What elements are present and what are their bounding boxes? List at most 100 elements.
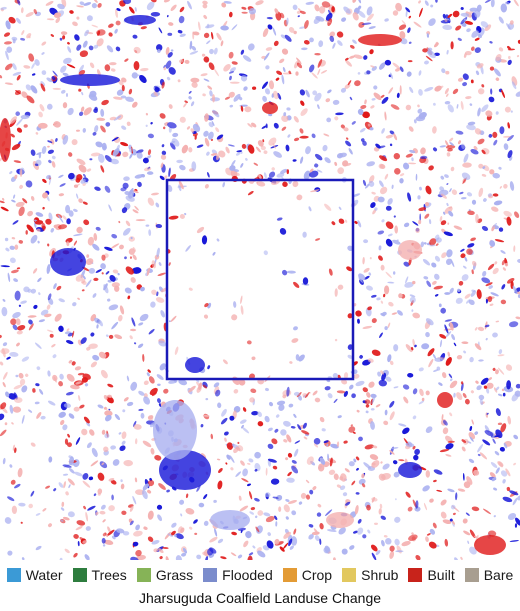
change-speckle: [347, 344, 354, 350]
change-speckle: [0, 413, 5, 421]
change-speckle: [58, 214, 64, 223]
change-speckle: [409, 149, 416, 154]
change-speckle: [475, 380, 479, 384]
change-speckle: [11, 36, 18, 41]
change-speckle: [201, 235, 208, 245]
change-speckle: [345, 137, 349, 140]
change-speckle: [408, 15, 411, 19]
change-speckle: [470, 237, 476, 242]
change-speckle: [282, 420, 291, 427]
change-speckle: [371, 462, 376, 466]
change-speckle: [445, 70, 450, 75]
change-speckle: [411, 157, 414, 162]
change-speckle: [115, 20, 121, 26]
change-speckle: [46, 103, 53, 110]
change-speckle: [84, 29, 90, 37]
change-speckle: [330, 443, 339, 449]
change-speckle: [478, 187, 484, 198]
change-speckle: [23, 65, 31, 69]
change-speckle: [460, 253, 466, 259]
change-speckle: [463, 350, 467, 354]
change-speckle: [281, 115, 289, 123]
change-speckle: [337, 415, 342, 419]
change-speckle: [301, 430, 310, 435]
change-speckle: [295, 71, 299, 76]
change-cluster: [60, 74, 120, 86]
change-speckle: [311, 133, 316, 139]
change-speckle: [486, 387, 490, 394]
change-speckle: [371, 394, 376, 405]
change-speckle: [381, 539, 385, 547]
change-speckle: [419, 186, 422, 191]
change-speckle: [448, 210, 454, 217]
change-speckle: [346, 266, 353, 272]
change-speckle: [351, 480, 356, 486]
change-speckle: [291, 338, 299, 343]
change-speckle: [209, 48, 214, 55]
change-speckle: [507, 122, 511, 129]
change-speckle: [132, 209, 139, 214]
change-speckle: [449, 142, 454, 146]
change-speckle: [85, 258, 94, 265]
change-speckle: [203, 520, 209, 526]
change-speckle: [165, 46, 170, 55]
change-speckle: [27, 288, 32, 293]
change-speckle: [493, 487, 498, 491]
change-speckle: [409, 86, 414, 94]
change-speckle: [490, 462, 498, 468]
change-speckle: [122, 409, 126, 413]
change-speckle: [185, 245, 191, 252]
change-speckle: [453, 342, 457, 347]
change-speckle: [86, 15, 93, 22]
change-speckle: [504, 262, 509, 267]
change-speckle: [441, 414, 444, 421]
change-speckle: [401, 20, 406, 25]
change-speckle: [463, 265, 467, 269]
change-speckle: [296, 194, 303, 201]
change-speckle: [504, 1, 510, 5]
change-speckle: [412, 221, 419, 226]
change-speckle: [255, 526, 260, 533]
change-speckle: [148, 416, 154, 421]
change-speckle: [384, 326, 388, 331]
change-speckle: [499, 126, 505, 135]
change-speckle: [432, 126, 437, 134]
change-speckle: [325, 98, 331, 103]
change-speckle: [86, 442, 92, 449]
change-speckle: [423, 242, 427, 245]
change-speckle: [300, 108, 308, 116]
change-speckle: [80, 178, 86, 184]
change-speckle: [333, 398, 338, 403]
change-speckle: [429, 528, 436, 535]
change-speckle: [497, 354, 505, 357]
change-speckle: [134, 342, 137, 345]
change-speckle: [34, 342, 42, 349]
change-speckle: [36, 366, 41, 371]
change-speckle: [61, 89, 66, 94]
change-speckle: [31, 73, 36, 76]
change-speckle: [83, 173, 86, 178]
change-speckle: [134, 7, 137, 12]
legend-swatch: [464, 568, 479, 582]
change-speckle: [146, 372, 150, 377]
change-speckle: [129, 505, 134, 512]
change-speckle: [14, 290, 21, 301]
change-speckle: [156, 247, 160, 258]
focus-area-box[interactable]: [165, 178, 355, 381]
change-speckle: [32, 388, 36, 393]
change-speckle: [408, 534, 418, 541]
change-speckle: [427, 50, 436, 59]
change-map[interactable]: [0, 0, 520, 560]
change-speckle: [262, 28, 269, 38]
change-speckle: [473, 535, 478, 538]
change-speckle: [16, 330, 23, 335]
change-speckle: [383, 293, 386, 298]
change-speckle: [153, 91, 159, 97]
change-speckle: [40, 415, 46, 420]
change-speckle: [132, 541, 139, 547]
change-speckle: [10, 133, 15, 138]
change-speckle: [439, 334, 447, 339]
change-speckle: [50, 138, 55, 145]
change-speckle: [57, 224, 68, 230]
change-speckle: [71, 361, 76, 366]
